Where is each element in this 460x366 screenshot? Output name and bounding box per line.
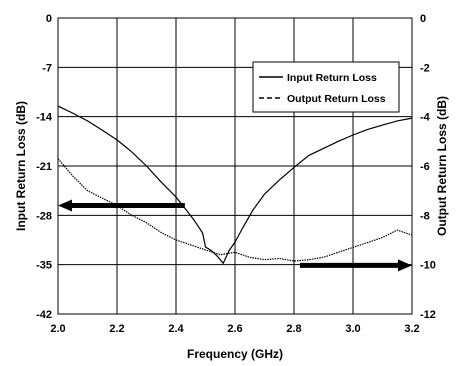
axis-arrows <box>58 199 412 272</box>
y-axis-title: Input Return Loss (dB) <box>14 101 28 231</box>
x-tick-label: 3.0 <box>345 323 360 335</box>
y2-tick-label: 0 <box>420 13 426 25</box>
x-tick-label: 3.2 <box>404 323 419 335</box>
y2-tick-label: -10 <box>420 260 436 272</box>
tick-labels: 2.0 2.2 2.4 2.6 2.8 3.0 3.2 0 -7 -14 -21 -28 -35 -42 0… <box>36 13 436 335</box>
x-tick-label: 2.2 <box>109 323 124 335</box>
data-series <box>57 105 413 265</box>
legend-box <box>252 61 400 113</box>
y-tick-label: -35 <box>36 260 52 272</box>
legend: Input Return Loss Output Return Loss <box>252 61 400 113</box>
y-tick-label: -21 <box>36 161 52 173</box>
y-tick-label: -28 <box>36 210 52 222</box>
y2-tick-label: -4 <box>420 112 431 124</box>
y2-axis-title: Output Return Loss (dB) <box>435 96 449 236</box>
output-return-loss-line <box>57 158 413 262</box>
y2-tick-label: -12 <box>420 309 436 321</box>
x-tick-label: 2.6 <box>227 323 242 335</box>
y2-tick-label: -8 <box>420 210 430 222</box>
y-tick-label: -14 <box>36 112 53 124</box>
x-tick-label: 2.4 <box>168 323 184 335</box>
legend-label-input: Input Return Loss <box>287 72 377 84</box>
x-tick-label: 2.0 <box>50 323 65 335</box>
x-axis-title: Frequency (GHz) <box>187 347 283 361</box>
right-axis-arrow-head <box>398 259 412 272</box>
y-tick-label: -42 <box>36 309 52 321</box>
y2-tick-label: -2 <box>420 62 430 74</box>
legend-label-output: Output Return Loss <box>287 93 386 105</box>
y-tick-label: 0 <box>46 13 52 25</box>
y-tick-label: -7 <box>42 62 52 74</box>
input-return-loss-line <box>57 105 413 265</box>
y2-tick-label: -6 <box>420 161 430 173</box>
x-tick-label: 2.8 <box>286 323 301 335</box>
left-axis-arrow-head <box>58 199 72 212</box>
